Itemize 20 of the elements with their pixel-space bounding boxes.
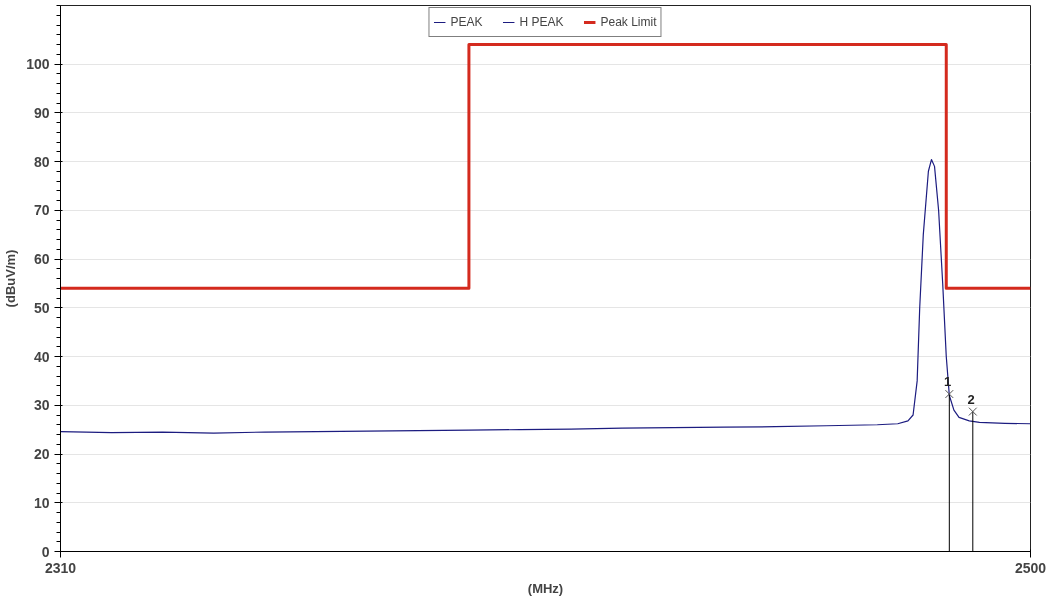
x-axis-title: (MHz) bbox=[527, 580, 564, 596]
y-tick-label: 90 bbox=[33, 104, 50, 121]
y-tick-label: 30 bbox=[33, 397, 50, 414]
y-tick-label: 60 bbox=[33, 251, 50, 267]
y-tick-label: 40 bbox=[33, 348, 50, 365]
y-axis-title: (dBuV/m) bbox=[3, 249, 19, 308]
legend-label: H PEAK bbox=[519, 15, 564, 29]
y-tick-label: 0 bbox=[41, 543, 50, 560]
x-tick-label: 2500 bbox=[1014, 559, 1047, 576]
y-tick-label: 50 bbox=[33, 299, 50, 316]
line-series bbox=[60, 158, 1031, 434]
x-tick-label: 2310 bbox=[44, 559, 77, 576]
legend-label: Peak Limit bbox=[600, 15, 657, 29]
y-tick-label: 100 bbox=[26, 56, 50, 72]
y-tick-label: 20 bbox=[33, 446, 50, 462]
y-tick-label: 10 bbox=[33, 494, 50, 511]
y-tick-label: 80 bbox=[33, 153, 50, 170]
annotation: 2 bbox=[967, 391, 975, 407]
legend-label: PEAK bbox=[450, 15, 483, 29]
y-tick-label: 70 bbox=[33, 202, 50, 219]
